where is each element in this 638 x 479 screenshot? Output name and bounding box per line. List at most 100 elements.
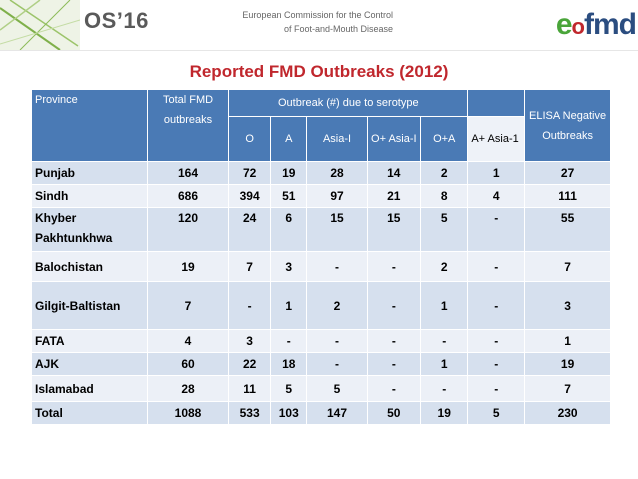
cell-total: 7 [146, 281, 230, 330]
cell-o-asia1: 14 [366, 161, 422, 185]
cell-elisa: 3 [524, 281, 611, 330]
cell-a: 3 [270, 251, 308, 282]
cell-a-asia1: 5 [467, 401, 526, 425]
table-row: Gilgit-Baltistan 7 - 1 2 - 1 - 3 [31, 281, 611, 330]
cell-a-asia1: - [467, 375, 526, 402]
cell-a: 103 [270, 401, 308, 425]
header-serotype-a-asia1: A+ Asia-1 [467, 116, 526, 162]
cell-asia1: - [306, 251, 368, 282]
cell-o-asia1: - [366, 375, 422, 402]
header-province: Province [31, 89, 148, 162]
cell-o: 7 [228, 251, 272, 282]
org-name-line1: European Commission for the Control [242, 10, 393, 20]
brand-e: e [555, 8, 573, 41]
cell-o: 11 [228, 375, 272, 402]
table-row: Balochistan 19 7 3 - - 2 - 7 [31, 251, 611, 282]
cell-o: 533 [228, 401, 272, 425]
cell-elisa: 7 [524, 375, 611, 402]
header-blank [467, 89, 526, 117]
cell-a-asia1: - [467, 329, 526, 353]
cell-a: 1 [270, 281, 308, 330]
cell-total: 1088 [146, 401, 230, 425]
table-row: FATA 4 3 - - - - - 1 [31, 329, 611, 353]
cell-total: 686 [146, 184, 230, 208]
cell-o-asia1: - [366, 329, 422, 353]
cell-o-asia1: - [366, 281, 422, 330]
cell-o: 22 [228, 352, 272, 376]
cell-province: FATA [31, 329, 148, 353]
cell-o: 3 [228, 329, 272, 353]
cell-asia1: 15 [306, 207, 368, 252]
cell-o-a: 2 [420, 161, 469, 185]
cell-a-asia1: 1 [467, 161, 526, 185]
cell-o-asia1: - [366, 251, 422, 282]
cell-province: AJK [31, 352, 148, 376]
outbreak-table: Province Total FMD outbreaks Outbreak (#… [31, 89, 611, 425]
table-row: Total 1088 533 103 147 50 19 5 230 [31, 401, 611, 425]
header-serotype-group: Outbreak (#) due to serotype [228, 89, 469, 117]
table-row: Punjab 164 72 19 28 14 2 1 27 [31, 161, 611, 185]
cell-o: - [228, 281, 272, 330]
cell-elisa: 1 [524, 329, 611, 353]
cell-o-asia1: 21 [366, 184, 422, 208]
cell-province: Sindh [31, 184, 148, 208]
table-row: AJK 60 22 18 - - 1 - 19 [31, 352, 611, 376]
cell-o-a: - [420, 329, 469, 353]
cell-elisa: 230 [524, 401, 611, 425]
cell-o-a: 19 [420, 401, 469, 425]
cell-o-a: 5 [420, 207, 469, 252]
cell-total: 19 [146, 251, 230, 282]
cell-province: Islamabad [31, 375, 148, 402]
cell-o-a: 8 [420, 184, 469, 208]
eufmd-logo: eofmd [396, 8, 637, 42]
cell-elisa: 19 [524, 352, 611, 376]
cell-a: 18 [270, 352, 308, 376]
cell-province: Punjab [31, 161, 148, 185]
cell-province: Total [31, 401, 148, 425]
cell-a: 5 [270, 375, 308, 402]
cell-a-asia1: - [467, 352, 526, 376]
cell-o: 72 [228, 161, 272, 185]
cell-o-a: 1 [420, 281, 469, 330]
cell-asia1: 2 [306, 281, 368, 330]
cell-a: - [270, 329, 308, 353]
header-divider [0, 50, 638, 51]
cell-elisa: 7 [524, 251, 611, 282]
cell-total: 120 [146, 207, 230, 252]
cell-o-asia1: 15 [366, 207, 422, 252]
cell-a: 6 [270, 207, 308, 252]
cell-o-a: 2 [420, 251, 469, 282]
cell-total: 60 [146, 352, 230, 376]
cell-elisa: 55 [524, 207, 611, 252]
cell-a: 51 [270, 184, 308, 208]
cell-asia1: 97 [306, 184, 368, 208]
cell-total: 4 [146, 329, 230, 353]
brand-o: o [571, 14, 585, 39]
cell-asia1: 28 [306, 161, 368, 185]
header-serotype-o: O [228, 116, 272, 162]
header-serotype-a: A [270, 116, 308, 162]
cell-a-asia1: - [467, 207, 526, 252]
cell-o: 394 [228, 184, 272, 208]
cell-a-asia1: - [467, 281, 526, 330]
cell-asia1: - [306, 329, 368, 353]
header-serotype-asia1: Asia-I [306, 116, 368, 162]
os16-logo: OS’16 [84, 8, 149, 33]
header-serotype-o-a: O+A [420, 116, 469, 162]
table-row: Sindh 686 394 51 97 21 8 4 111 [31, 184, 611, 208]
cell-total: 164 [146, 161, 230, 185]
slide-header: OS’16 European Commission for the Contro… [0, 0, 638, 50]
cell-a-asia1: - [467, 251, 526, 282]
cell-total: 28 [146, 375, 230, 402]
cell-elisa: 111 [524, 184, 611, 208]
table-row: Islamabad 28 11 5 5 - - - 7 [31, 375, 611, 402]
cell-asia1: - [306, 352, 368, 376]
cell-province: Balochistan [31, 251, 148, 282]
table-row: Khyber Pakhtunkhwa 120 24 6 15 15 5 - 55 [31, 207, 611, 252]
cell-o-asia1: - [366, 352, 422, 376]
cell-a-asia1: 4 [467, 184, 526, 208]
header-serotype-o-asia1: O+ Asia-I [366, 116, 422, 162]
cell-province: Gilgit-Baltistan [31, 281, 148, 330]
decorative-lines-icon [0, 0, 80, 50]
cell-o-asia1: 50 [366, 401, 422, 425]
